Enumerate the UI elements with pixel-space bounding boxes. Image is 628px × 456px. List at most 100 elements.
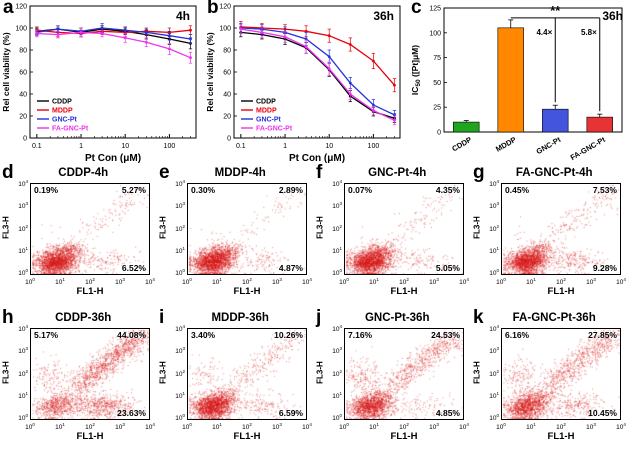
scatter-plot-area: 5.17% 44.08% 23.63% [30, 328, 150, 420]
svg-text:120: 120 [15, 4, 27, 11]
svg-text:50: 50 [433, 80, 441, 87]
x-axis-ticks: 100 101 102 103 104 [496, 422, 626, 432]
scatter-canvas [31, 329, 149, 419]
scatter-canvas [188, 329, 306, 419]
svg-text:25: 25 [433, 105, 441, 112]
svg-text:0.1: 0.1 [236, 143, 246, 150]
x-axis-label: FL1-H [233, 286, 261, 297]
panel-letter: j [316, 307, 322, 328]
panel-letter: e [159, 162, 170, 183]
quadrant-lower-right-percent: 4.85% [435, 408, 460, 418]
flow-panel-title: CDDP-4h [58, 167, 109, 179]
x-axis-ticks: 100 101 102 103 104 [25, 422, 155, 432]
quadrant-upper-left-percent: 5.17% [34, 330, 59, 340]
svg-text:100: 100 [429, 30, 441, 37]
quadrant-upper-left-percent: 0.30% [191, 185, 216, 195]
svg-text:Rel cell viability (%): Rel cell viability (%) [205, 32, 215, 112]
svg-text:0: 0 [437, 130, 441, 137]
scatter-canvas [502, 329, 620, 419]
y-axis-ticks: 104 103 102 101 100 [175, 179, 185, 278]
scatter-plot-area: 0.07% 4.35% 5.05% [344, 183, 464, 275]
flow-panel-e: e MDDP-4h FL3-H 104 103 102 101 100 0.30% 2.… [157, 162, 314, 311]
svg-text:100: 100 [219, 26, 231, 33]
flow-panel-title: MDDP-36h [211, 312, 269, 324]
quadrant-lower-right-percent: 23.63% [117, 408, 146, 418]
scatter-plot-area: 7.16% 24.53% 4.85% [344, 328, 464, 420]
flow-panel-d: d CDDP-4h FL3-H 104 103 102 101 100 0.19% 5.… [0, 162, 157, 311]
svg-text:FA-GNC-Pt: FA-GNC-Pt [256, 126, 293, 133]
panel-b-letter: b [207, 0, 219, 18]
scatter-canvas [345, 184, 463, 274]
flow-row-36h: h CDDP-36h FL3-H 104 103 102 101 100 5.17% 4… [0, 307, 628, 456]
x-axis-ticks: 100 101 102 103 104 [25, 277, 155, 287]
panel-letter: f [316, 162, 323, 183]
flow-panel-i: i MDDP-36h FL3-H 104 103 102 101 100 3.40% 1… [157, 307, 314, 456]
svg-text:MDDP: MDDP [256, 108, 277, 115]
svg-text:80: 80 [223, 48, 231, 55]
svg-text:100: 100 [15, 26, 27, 33]
flow-panel-k: k FA-GNC-Pt-36h FL3-H 104 103 102 101 100 6.… [471, 307, 628, 456]
quadrant-lower-right-percent: 10.45% [588, 408, 617, 418]
scatter-plot-area: 3.40% 10.26% 6.59% [187, 328, 307, 420]
y-axis-ticks: 104 103 102 101 100 [489, 324, 499, 423]
svg-text:1: 1 [283, 143, 287, 150]
x-axis-ticks: 100 101 102 103 104 [182, 277, 312, 287]
y-axis-ticks: 104 103 102 101 100 [332, 324, 342, 423]
top-row: a 0 20 40 60 80 100 120 0.1 1 10 100 CDDP MDDP GNC-Pt… [0, 0, 628, 166]
panel-c-letter: c [411, 0, 422, 18]
svg-text:120: 120 [219, 4, 231, 11]
flow-panel-title: GNC-Pt-36h [364, 312, 430, 324]
svg-text:20: 20 [19, 114, 27, 121]
y-axis-ticks: 104 103 102 101 100 [18, 179, 28, 278]
svg-text:FA-GNC-Pt: FA-GNC-Pt [52, 126, 89, 133]
x-axis-label: FL1-H [390, 431, 418, 442]
svg-text:Pt Con (μM): Pt Con (μM) [289, 153, 345, 164]
scatter-plot-area: 6.16% 27.85% 10.45% [501, 328, 621, 420]
x-axis-ticks: 100 101 102 103 104 [496, 277, 626, 287]
panel-letter: i [159, 307, 165, 328]
svg-text:1: 1 [79, 143, 83, 150]
flow-panel-title: CDDP-36h [55, 312, 112, 324]
scatter-canvas [345, 329, 463, 419]
quadrant-upper-right-percent: 4.35% [435, 185, 460, 195]
quadrant-upper-right-percent: 2.89% [278, 185, 303, 195]
svg-text:0.1: 0.1 [32, 143, 42, 150]
svg-text:60: 60 [19, 70, 27, 77]
flow-panel-j: j GNC-Pt-36h FL3-H 104 103 102 101 100 7.16%… [314, 307, 471, 456]
quadrant-upper-left-percent: 0.07% [348, 185, 373, 195]
svg-text:4h: 4h [176, 9, 190, 23]
flow-panel-title: FA-GNC-Pt-36h [512, 312, 596, 324]
svg-text:10: 10 [121, 143, 129, 150]
scatter-plot-area: 0.30% 2.89% 4.87% [187, 183, 307, 275]
svg-text:GNC-Pt: GNC-Pt [256, 117, 282, 124]
viability-36h-line-chart: 0 20 40 60 80 100 120 0.1 1 10 100 CDDP MDDP GNC-Pt FA… [205, 4, 401, 164]
flow-panel-g: g FA-GNC-Pt-4h FL3-H 104 103 102 101 100 0.4… [471, 162, 628, 311]
y-axis-ticks: 104 103 102 101 100 [175, 324, 185, 423]
svg-text:5.8×: 5.8× [581, 28, 597, 37]
svg-text:0: 0 [227, 136, 231, 143]
x-axis-label: FL1-H [390, 286, 418, 297]
x-axis-label: FL1-H [547, 431, 575, 442]
quadrant-upper-right-percent: 7.53% [592, 185, 617, 195]
svg-text:FA-GNC-Pt: FA-GNC-Pt [569, 135, 607, 162]
y-axis-ticks: 104 103 102 101 100 [332, 179, 342, 278]
viability-4h-line-chart: 0 20 40 60 80 100 120 0.1 1 10 100 CDDP MDDP GNC-Pt FA… [1, 4, 197, 164]
panel-a-viability-4h: a 0 20 40 60 80 100 120 0.1 1 10 100 CDDP MDDP GNC-Pt… [0, 0, 204, 166]
svg-text:**: ** [550, 3, 561, 18]
svg-text:0: 0 [23, 136, 27, 143]
svg-text:36h: 36h [373, 9, 394, 23]
scatter-canvas [502, 184, 620, 274]
svg-text:CDDP: CDDP [52, 99, 72, 106]
svg-text:100: 100 [368, 143, 380, 150]
svg-text:75: 75 [433, 55, 441, 62]
scatter-canvas [188, 184, 306, 274]
svg-text:40: 40 [223, 92, 231, 99]
scatter-plot-area: 0.45% 7.53% 9.28% [501, 183, 621, 275]
quadrant-upper-left-percent: 0.19% [34, 185, 59, 195]
svg-text:CDDP: CDDP [450, 135, 473, 153]
quadrant-upper-right-percent: 10.26% [274, 330, 303, 340]
svg-text:100: 100 [164, 143, 176, 150]
x-axis-ticks: 100 101 102 103 104 [182, 422, 312, 432]
svg-text:60: 60 [223, 70, 231, 77]
